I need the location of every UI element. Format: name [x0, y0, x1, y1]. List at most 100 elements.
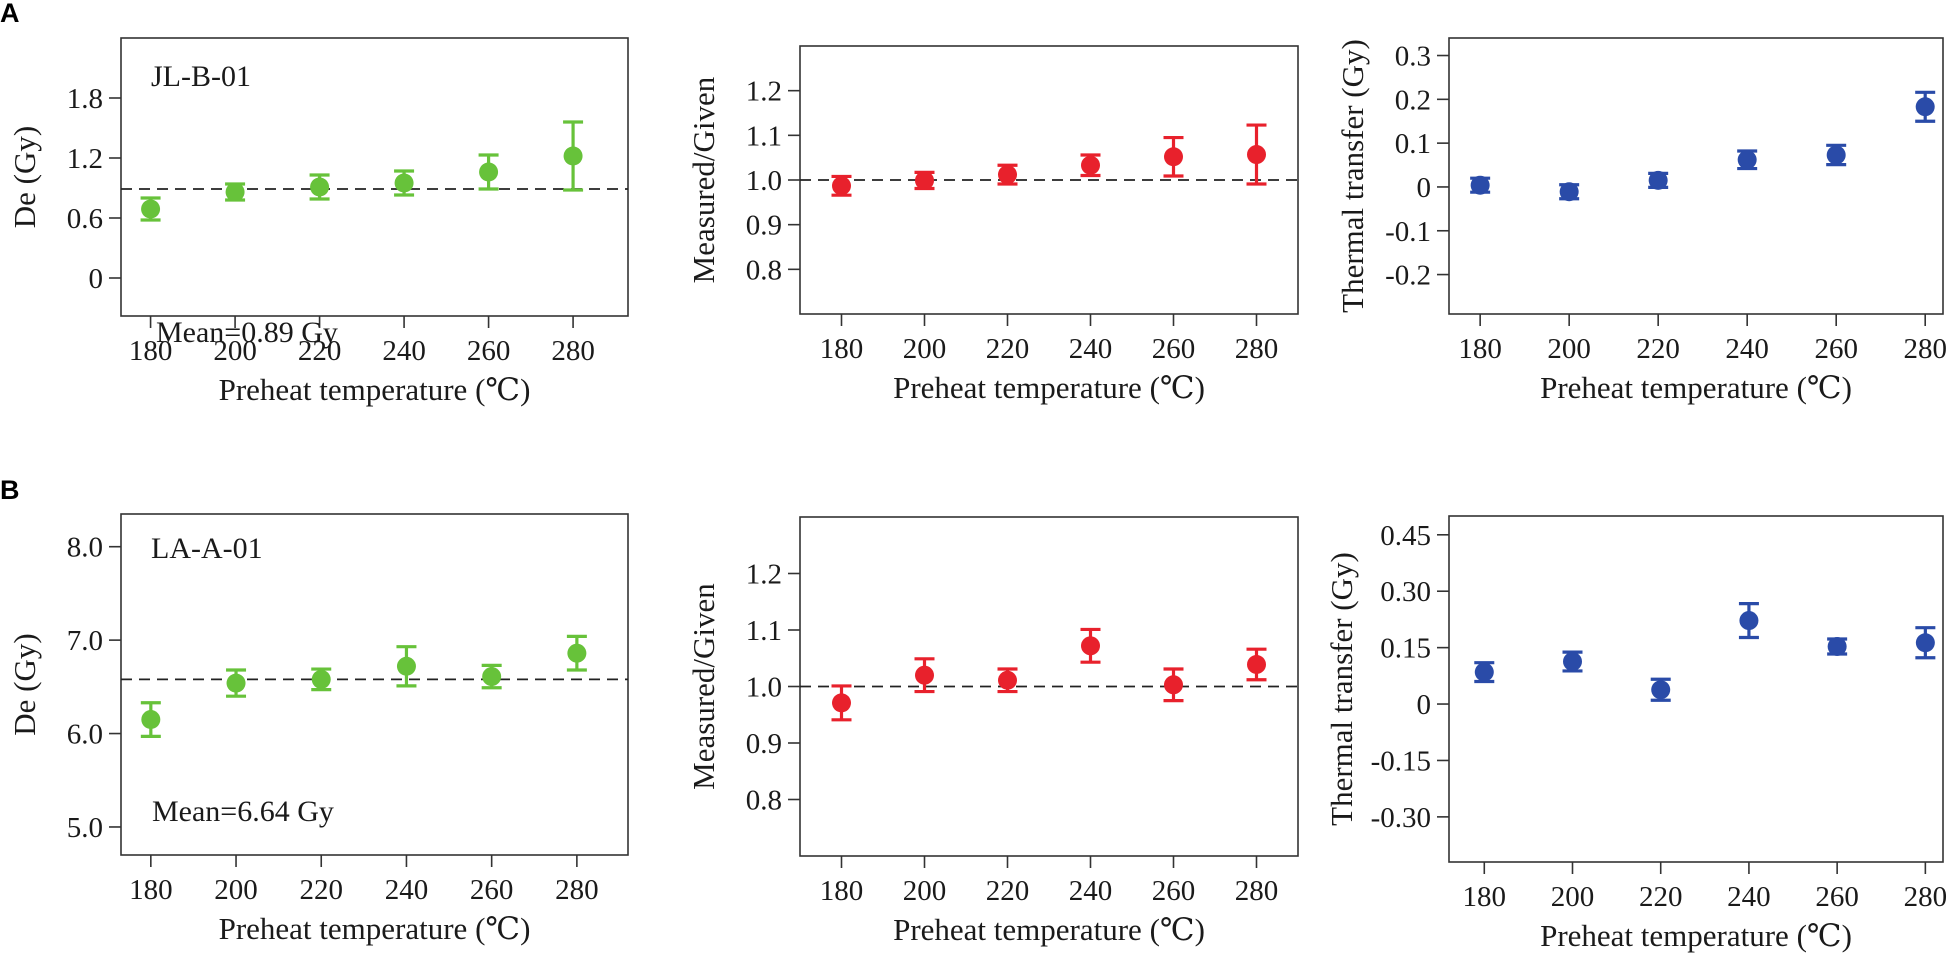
y-tick-label: 0.8	[746, 254, 782, 286]
marker	[832, 176, 851, 196]
mean-annotation: Mean=6.64 Gy	[152, 795, 334, 828]
marker	[1164, 147, 1183, 167]
x-tick-label: 280	[1904, 881, 1948, 913]
marker	[310, 177, 330, 197]
y-tick-label: 0	[1417, 172, 1432, 204]
marker	[1648, 170, 1668, 190]
marker	[832, 693, 851, 713]
x-tick-label: 200	[1551, 881, 1595, 913]
mean-annotation: Mean=0.89 Gy	[156, 316, 338, 349]
data-point	[311, 667, 332, 692]
y-tick-label: -0.30	[1371, 802, 1431, 834]
y-tick-label: 8.0	[67, 532, 103, 564]
data-point	[1737, 149, 1758, 171]
x-axis-title: Preheat temperature (℃)	[219, 911, 531, 946]
marker	[141, 199, 161, 219]
y-tick-label: 0	[1417, 689, 1432, 721]
x-tick-label: 260	[470, 874, 514, 906]
marker	[141, 710, 161, 730]
x-tick-label: 220	[1639, 881, 1683, 913]
y-axis-title: De (Gy)	[7, 126, 42, 228]
marker	[567, 643, 587, 663]
x-tick-label: 200	[214, 874, 258, 906]
marker	[311, 669, 331, 689]
data-point	[1246, 647, 1267, 682]
data-point	[140, 701, 161, 738]
data-point	[394, 169, 415, 197]
panel-label-b: B	[0, 475, 20, 505]
data-point	[1080, 627, 1101, 664]
x-axis-title: Preheat temperature (℃)	[1540, 918, 1852, 953]
data-point	[140, 196, 161, 222]
data-point	[914, 170, 935, 191]
chart-panel-a-2: 0.8 0.9 1.0 1.1 1.2 180 200 220 240 260 280 Preheat…	[686, 45, 1299, 405]
data-point	[1246, 123, 1267, 186]
data-point	[1474, 661, 1495, 684]
y-tick-label: 5.0	[67, 812, 103, 844]
marker	[1563, 652, 1582, 672]
plot-frame	[1448, 37, 1944, 315]
marker	[1081, 636, 1100, 656]
data-point	[566, 634, 587, 672]
x-tick-label: 240	[1069, 333, 1113, 365]
panel-label-a: A	[0, 0, 20, 28]
marker	[1081, 155, 1100, 175]
y-tick-label: 7.0	[67, 625, 103, 657]
data-point	[1915, 90, 1936, 123]
plot-frame	[120, 513, 629, 856]
marker	[1474, 662, 1494, 682]
marker	[1559, 182, 1579, 202]
marker	[479, 162, 499, 182]
data-point	[1827, 637, 1848, 657]
plot-frame	[1448, 515, 1944, 863]
x-tick-label: 260	[1814, 333, 1858, 365]
y-tick-label: 0.9	[746, 210, 782, 242]
data-point	[1562, 650, 1583, 673]
data-point	[478, 153, 499, 191]
x-tick-label: 240	[385, 874, 429, 906]
marker	[1247, 145, 1266, 165]
y-axis-title: Measured/Given	[686, 583, 721, 790]
x-tick-label: 240	[1727, 881, 1771, 913]
y-tick-label: 1.1	[746, 615, 782, 647]
data-point	[997, 163, 1018, 186]
x-tick-label: 220	[298, 335, 342, 367]
y-tick-label: 0.6	[67, 203, 103, 235]
x-tick-label: 260	[1152, 333, 1196, 365]
chart-panel-a-1: 0 0.6 1.2 1.8 180 200 220 240 260 280 Preheat temp…	[7, 37, 629, 407]
x-axis-title: Preheat temperature (℃)	[1540, 370, 1852, 405]
data-point	[225, 182, 246, 202]
y-tick-label: 1.8	[67, 83, 103, 115]
x-tick-label: 240	[1069, 875, 1113, 907]
chart-panel-b-3: -0.30 -0.15 0 0.15 0.30 0.45 180 200 220 240 260 28…	[1324, 515, 1948, 953]
x-tick-label: 200	[903, 875, 947, 907]
data-point	[1163, 135, 1184, 178]
data-point	[831, 174, 852, 197]
y-axis-title: De (Gy)	[7, 633, 42, 735]
y-tick-label: 0.15	[1380, 633, 1431, 665]
y-tick-label: 0.2	[1395, 84, 1431, 116]
data-point	[1470, 175, 1491, 195]
y-axis-title: Measured/Given	[686, 76, 721, 283]
chart-panel-b-2: 0.8 0.9 1.0 1.1 1.2 180 200 220 240 260 280 Preheat…	[686, 516, 1299, 947]
y-tick-label: 0.3	[1395, 41, 1431, 73]
data-point	[309, 173, 330, 201]
x-tick-label: 220	[986, 875, 1030, 907]
marker	[1827, 637, 1847, 657]
data-point	[1648, 170, 1669, 190]
y-tick-label: -0.1	[1385, 216, 1431, 248]
y-tick-label: 1.0	[746, 165, 782, 197]
y-axis-title: Thermal transfer (Gy)	[1324, 552, 1359, 826]
x-tick-label: 220	[1636, 333, 1680, 365]
y-tick-label: 6.0	[67, 719, 103, 751]
data-point	[831, 684, 852, 722]
y-tick-label: 0.9	[746, 728, 782, 760]
x-tick-label: 280	[555, 874, 599, 906]
y-tick-label: 1.2	[746, 76, 782, 108]
x-tick-label: 180	[129, 335, 173, 367]
marker	[915, 665, 934, 685]
x-tick-label: 240	[1725, 333, 1769, 365]
marker	[482, 667, 502, 687]
y-tick-label: 1.2	[746, 559, 782, 591]
